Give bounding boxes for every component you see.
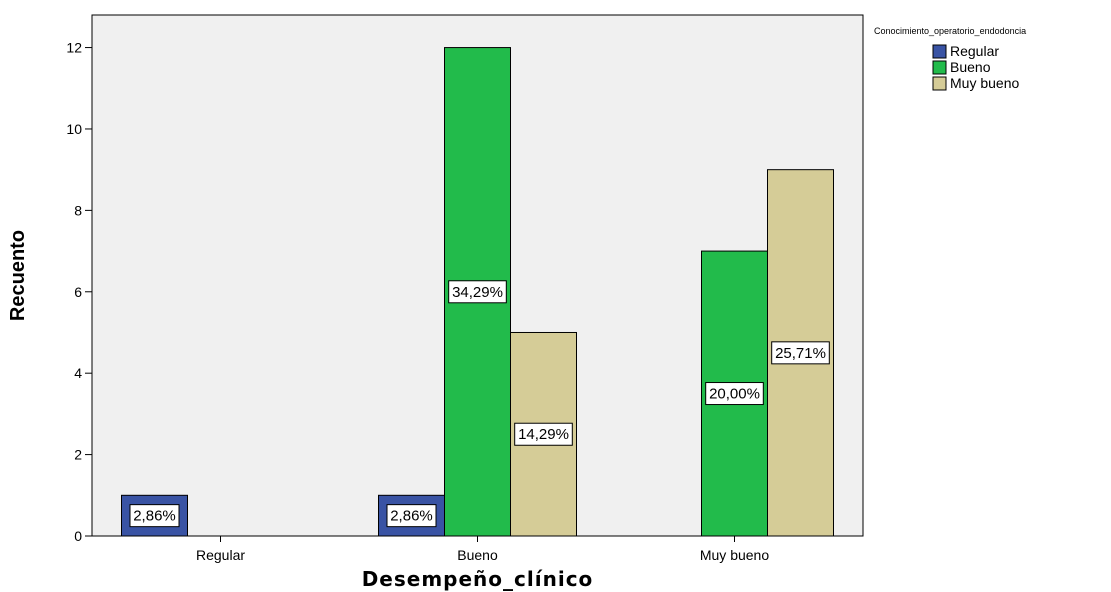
x-tick-label: Muy bueno [700, 547, 769, 563]
y-tick-label: 2 [74, 447, 82, 463]
data-label-box [386, 504, 437, 528]
y-tick-label: 0 [74, 528, 82, 544]
legend-swatch [932, 76, 947, 91]
y-axis: 0 2 4 6 8 10 12 [66, 40, 92, 544]
data-labels: 2,86% 2,86% 34,29% 20,00% 14,29% 25,71% [129, 280, 830, 528]
x-tick-label: Bueno [457, 547, 498, 563]
legend-label: Regular [950, 43, 999, 59]
y-tick-label: 4 [74, 365, 82, 381]
data-label-box [514, 422, 573, 446]
data-label: 25,71% [775, 345, 826, 362]
x-axis-title: Desempeño_clínico [362, 567, 594, 591]
data-label-box [129, 504, 180, 528]
data-label-box [771, 341, 830, 365]
y-tick-label: 10 [66, 121, 82, 137]
data-label-box [705, 382, 764, 406]
y-axis-title: Recuento [7, 230, 29, 321]
legend-swatch [932, 44, 947, 59]
legend: Conocimiento_operatorio_endodoncia Regul… [874, 26, 1026, 91]
x-tick-label: Regular [196, 547, 245, 563]
legend-title: Conocimiento_operatorio_endodoncia [874, 26, 1026, 36]
data-label: 34,29% [452, 284, 503, 301]
y-tick-label: 12 [66, 40, 82, 56]
data-label: 14,29% [518, 426, 569, 443]
data-label: 2,86% [133, 508, 176, 525]
data-label: 20,00% [709, 386, 760, 403]
legend-swatch [932, 60, 947, 75]
data-label: 2,86% [390, 508, 433, 525]
x-axis: Regular Bueno Muy bueno [196, 536, 769, 563]
legend-label: Muy bueno [950, 75, 1019, 91]
y-tick-label: 8 [74, 202, 82, 218]
legend-label: Bueno [950, 59, 991, 75]
y-tick-label: 6 [74, 284, 82, 300]
data-label-box [448, 280, 507, 304]
